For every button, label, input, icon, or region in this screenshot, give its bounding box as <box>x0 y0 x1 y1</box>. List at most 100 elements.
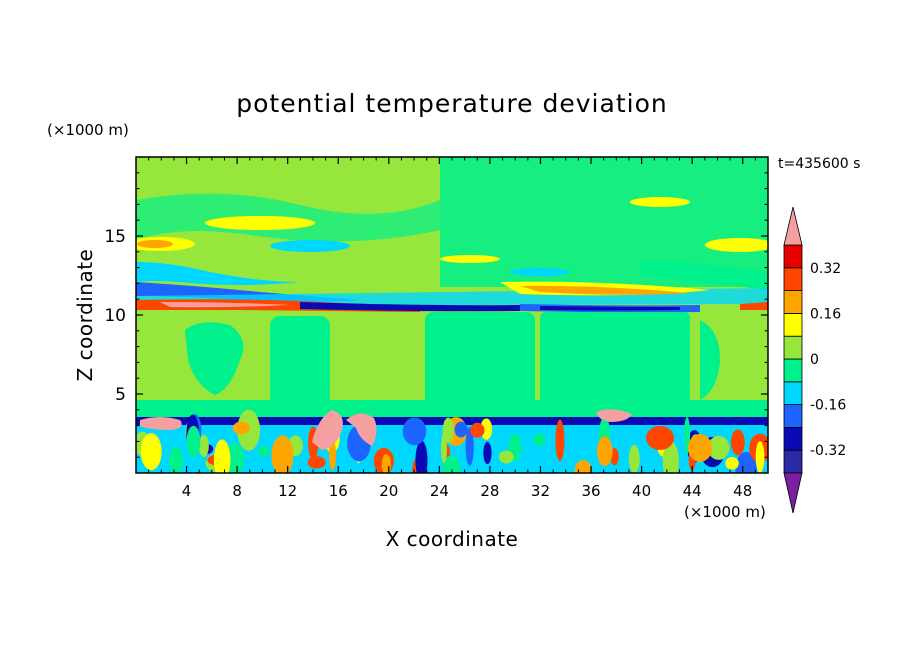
colorbar: 0.32 0.16 0 -0.16 -0.32 <box>783 206 846 514</box>
x-tick-label: 36 <box>581 482 600 500</box>
y-axis-label: Z coordinate <box>73 249 97 382</box>
y-unit-label: (×1000 m) <box>47 121 129 139</box>
colorbar-label: 0.32 <box>810 261 841 277</box>
turbulent-cell <box>483 441 492 465</box>
darkblue-layer-10 <box>300 302 520 312</box>
cyan-blob-b <box>510 268 570 276</box>
x-tick-label: 24 <box>430 482 449 500</box>
time-label: t=435600 s <box>778 156 860 172</box>
turbulent-cell <box>271 435 294 473</box>
turbulent-cell <box>730 429 745 456</box>
yellow-blob-145-b <box>705 238 768 252</box>
turbulent-cell <box>555 419 565 462</box>
colorbar-label: 0 <box>810 352 819 368</box>
contour-field <box>136 157 768 473</box>
pink-eddy-d <box>596 409 632 422</box>
colorbar-swatch <box>783 449 803 474</box>
darkblue-core-right <box>540 306 680 311</box>
pink-eddy-c <box>346 413 377 446</box>
colorbar-label: 0.16 <box>810 306 841 322</box>
x-axis: 4 8 12 16 20 24 28 32 36 40 44 48 <box>148 157 756 500</box>
mid-col-a <box>185 322 244 395</box>
turbulent-cell <box>225 443 245 473</box>
turbulent-cell <box>198 434 209 458</box>
orange-blob-145-a <box>137 240 173 248</box>
turbulent-cell <box>186 425 201 458</box>
y-tick-label: 15 <box>104 227 126 247</box>
x-tick-label: 16 <box>329 482 348 500</box>
x-tick-label: 32 <box>531 482 550 500</box>
yellow-blob-14-c <box>440 255 500 263</box>
x-tick-label: 40 <box>632 482 651 500</box>
turbulent-cell <box>533 433 546 447</box>
x-tick-label: 12 <box>278 482 297 500</box>
turbulent-cell <box>574 459 592 473</box>
x-axis-label: X coordinate <box>386 527 519 551</box>
colorbar-swatch <box>783 381 803 405</box>
orange-eddy-f <box>688 434 712 462</box>
y-axis: 5 10 15 <box>104 172 768 458</box>
colorbar-swatch <box>783 426 803 451</box>
chart-title: potential temperature deviation <box>236 89 667 118</box>
turbulent-cell <box>307 456 326 469</box>
turbulent-cell <box>735 451 757 473</box>
turbulent-cell <box>470 422 485 438</box>
turbulent-cell <box>328 439 337 471</box>
turbulent-cell <box>140 433 162 471</box>
colorbar-swatch <box>783 335 803 360</box>
turbulent-cell <box>725 456 739 470</box>
y-tick-label: 10 <box>104 306 126 326</box>
cyan-band-13 <box>136 262 300 285</box>
mid-col-b <box>270 316 330 406</box>
x-tick-label: 8 <box>232 482 242 500</box>
turbulent-cell <box>707 435 730 460</box>
mid-col-c <box>425 312 535 408</box>
turbulent-cell <box>498 450 514 464</box>
turbulent-cell <box>610 448 619 466</box>
colorbar-swatch <box>783 404 803 428</box>
turbulent-cell <box>628 444 640 473</box>
orange-eddy-e <box>646 426 674 450</box>
red-layer-105-right <box>740 302 768 310</box>
turbulent-cell <box>755 441 765 473</box>
turbulent-cell <box>381 454 391 473</box>
pink-layer-105 <box>160 302 290 308</box>
x-tick-label: 48 <box>733 482 752 500</box>
pink-eddy-a <box>140 417 182 430</box>
turbulent-cell <box>442 455 461 473</box>
colorbar-swatch <box>783 358 803 383</box>
turbulent-cell <box>454 421 468 438</box>
turbulent-cell <box>662 441 679 473</box>
colorbar-swatch <box>783 312 803 337</box>
near-surface-green <box>136 400 768 418</box>
turbulent-cell <box>596 436 613 466</box>
turbulent-cell <box>213 439 231 473</box>
turbulent-cell <box>257 445 270 457</box>
colorbar-label: -0.32 <box>810 443 846 459</box>
x-tick-label: 28 <box>480 482 499 500</box>
mid-col-e <box>700 320 720 400</box>
y-tick-label: 5 <box>115 385 126 405</box>
mid-col-d <box>540 312 690 408</box>
turbulent-cell <box>402 417 427 446</box>
orange-layer-11 <box>520 285 690 295</box>
cyan-band-right <box>640 260 768 290</box>
yellow-blob-16-b <box>630 197 690 207</box>
x-tick-label: 4 <box>182 482 192 500</box>
turbulent-cell <box>440 433 447 464</box>
pink-eddy-b <box>312 410 343 450</box>
colorbar-label: -0.16 <box>810 398 846 414</box>
x-tick-label: 44 <box>683 482 702 500</box>
colorbar-top-arrow <box>783 206 803 246</box>
yellow-blob-16-a <box>205 216 315 230</box>
x-tick-label: 20 <box>379 482 398 500</box>
cyan-blob-a <box>270 240 350 252</box>
turbulent-cell <box>465 427 474 466</box>
colorbar-swatch <box>783 244 803 269</box>
turbulent-cell <box>168 446 184 473</box>
turbulent-cell <box>415 440 428 473</box>
turbulent-cell <box>232 421 250 435</box>
colorbar-bottom-arrow <box>783 472 803 514</box>
colorbar-swatch <box>783 290 803 314</box>
